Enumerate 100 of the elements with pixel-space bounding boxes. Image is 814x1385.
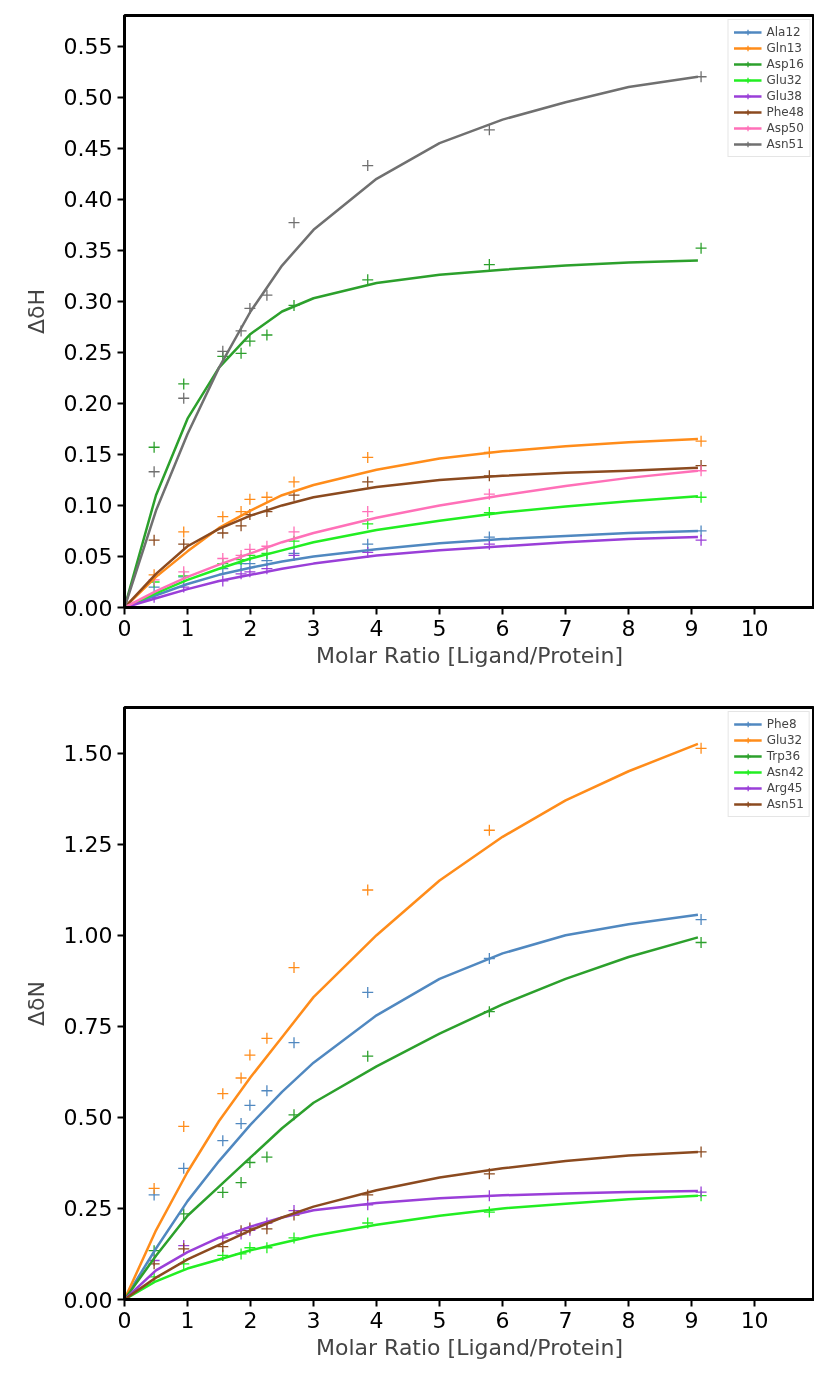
x-tick-label: 2 (243, 1307, 258, 1333)
y-tick-label: 0.10 (63, 493, 113, 519)
legend-label: Asn51 (766, 137, 804, 151)
point (216, 1087, 229, 1100)
point (177, 1242, 190, 1256)
point (177, 1162, 190, 1175)
x-tick-label: 10 (740, 615, 769, 641)
point (361, 1188, 374, 1202)
legend-label: Asp16 (766, 57, 804, 71)
legend-label: Phe8 (766, 717, 797, 731)
x-axis-title: Molar Ratio [Ligand/Protein] (316, 642, 623, 668)
point (243, 334, 257, 348)
point (694, 936, 708, 949)
point (483, 506, 496, 519)
legend-label: Ala12 (766, 25, 801, 39)
legend-label: Phe48 (766, 105, 804, 119)
point (287, 1231, 301, 1245)
y-axis-title: ΔδH (23, 288, 49, 335)
point (234, 1117, 248, 1130)
point (287, 299, 301, 312)
point (260, 1084, 274, 1097)
point (147, 465, 161, 478)
point (694, 1185, 708, 1199)
x-tick-label: 9 (684, 615, 699, 641)
point (287, 535, 301, 548)
y-tick-label: 0.50 (63, 85, 113, 111)
point (234, 1071, 248, 1085)
point (260, 1150, 274, 1164)
x-tick-label: 3 (306, 615, 321, 641)
point (216, 526, 229, 540)
x-tick-label: 0 (117, 1307, 132, 1333)
point (694, 913, 708, 926)
y-tick-label: 0.35 (63, 238, 113, 264)
point (361, 883, 374, 897)
legend-label: Asp50 (766, 121, 804, 135)
legend-label: Asn42 (766, 765, 804, 779)
point (694, 742, 708, 755)
point (147, 533, 161, 547)
point (287, 216, 301, 229)
y-tick-label: 0.30 (63, 289, 113, 315)
x-tick-label: 2 (243, 615, 258, 641)
point (216, 345, 229, 358)
legend-label: Gln13 (766, 41, 803, 55)
point (216, 1186, 229, 1199)
point (694, 434, 708, 448)
y-tick-label: 0.05 (63, 544, 113, 570)
point (234, 347, 248, 360)
legend-label: Glu32 (766, 73, 803, 87)
x-tick-label: 0 (117, 615, 132, 641)
x-tick-label: 10 (740, 1307, 769, 1333)
point (361, 1049, 374, 1063)
y-tick-label: 1.50 (63, 741, 113, 767)
point (361, 475, 374, 489)
y-tick-label: 0.75 (63, 1014, 113, 1040)
point (243, 1048, 257, 1062)
y-tick-label: 0.25 (63, 1196, 113, 1222)
point (287, 475, 301, 489)
x-tick-label: 4 (369, 615, 384, 641)
point (483, 1167, 496, 1180)
x-tick-label: 7 (558, 1307, 573, 1333)
point (361, 159, 374, 172)
point (216, 1134, 229, 1147)
y-tick-label: 1.25 (63, 832, 113, 858)
point (147, 441, 161, 454)
point (483, 488, 496, 501)
point (361, 986, 374, 999)
point (243, 493, 257, 506)
point (361, 517, 374, 530)
point (177, 392, 190, 405)
x-tick-label: 6 (495, 615, 510, 641)
x-tick-label: 5 (432, 615, 447, 641)
y-tick-label: 0.50 (63, 1105, 113, 1131)
point (234, 324, 248, 338)
y-axis-title: ΔδN (23, 981, 49, 1026)
point (177, 1120, 190, 1133)
point (483, 258, 496, 271)
point (177, 565, 190, 578)
x-tick-label: 7 (558, 615, 573, 641)
point (216, 1240, 229, 1253)
legend-label: Arg45 (766, 781, 803, 795)
point (260, 491, 274, 504)
y-tick-label: 0.40 (63, 187, 113, 213)
point (361, 505, 374, 518)
point (177, 525, 190, 539)
legend-label: Asn51 (766, 797, 804, 811)
point (483, 1205, 496, 1219)
point (694, 242, 708, 255)
point (147, 1182, 161, 1195)
x-tick-label: 3 (306, 1307, 321, 1333)
point (260, 1032, 274, 1045)
x-axis-title: Molar Ratio [Ligand/Protein] (316, 1334, 623, 1360)
y-tick-label: 0.20 (63, 391, 113, 417)
y-tick-label: 0.45 (63, 136, 113, 162)
x-tick-label: 4 (369, 1307, 384, 1333)
legend-label: Glu38 (766, 89, 803, 103)
y-tick-label: 0.00 (63, 595, 113, 621)
point (483, 952, 496, 965)
point (234, 1176, 248, 1189)
point (260, 328, 274, 342)
y-tick-label: 0.55 (63, 34, 113, 60)
